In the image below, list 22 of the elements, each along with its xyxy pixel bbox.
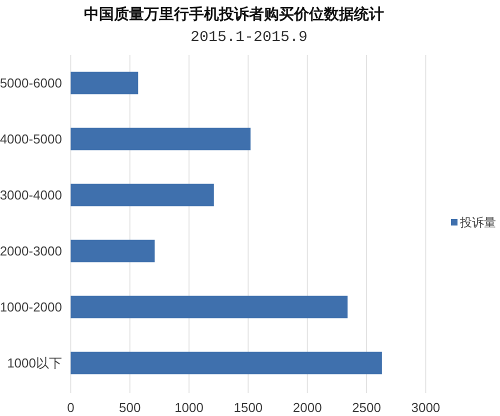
x-tick-label: 2500 xyxy=(352,400,381,415)
bar xyxy=(70,184,214,206)
y-tick-label: 1000以下 xyxy=(7,356,62,370)
y-tick-label: 2000-3000 xyxy=(0,244,62,258)
y-tick-label: 1000-2000 xyxy=(0,300,62,314)
bar xyxy=(70,240,155,262)
x-tick-label: 1000 xyxy=(174,400,204,415)
y-tick-label: 4000-5000 xyxy=(0,132,62,146)
x-tick-label: 500 xyxy=(119,400,141,415)
chart-subtitle: 2015.1-2015.9 xyxy=(190,29,308,46)
legend-label: 投诉量 xyxy=(459,216,496,230)
y-tick-label: 5000-6000 xyxy=(0,76,62,90)
x-tick-label: 3000 xyxy=(411,400,440,415)
x-tick-label: 1500 xyxy=(234,400,263,415)
bar xyxy=(70,352,382,374)
bar xyxy=(70,128,251,150)
chart-title: 中国质量万里行手机投诉者购买价位数据统计 xyxy=(84,6,384,23)
bar xyxy=(70,296,348,318)
bar xyxy=(70,72,138,94)
x-tick-label: 0 xyxy=(67,400,74,415)
y-tick-label: 3000-4000 xyxy=(0,188,62,202)
x-tick-label: 2000 xyxy=(292,400,322,415)
